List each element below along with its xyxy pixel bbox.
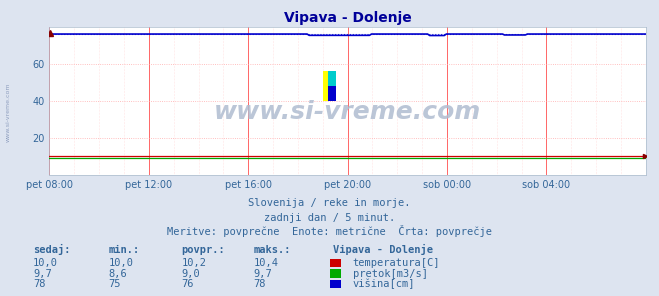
Text: 76: 76: [181, 279, 194, 289]
Text: pretok[m3/s]: pretok[m3/s]: [353, 269, 428, 279]
Text: 75: 75: [109, 279, 121, 289]
Text: www.si-vreme.com: www.si-vreme.com: [214, 100, 481, 125]
Text: 9,7: 9,7: [33, 269, 51, 279]
Text: Slovenija / reke in morje.: Slovenija / reke in morje.: [248, 198, 411, 208]
Title: Vipava - Dolenje: Vipava - Dolenje: [284, 12, 411, 25]
Text: maks.:: maks.:: [254, 245, 291, 255]
Text: Meritve: povprečne  Enote: metrične  Črta: povprečje: Meritve: povprečne Enote: metrične Črta:…: [167, 225, 492, 237]
FancyBboxPatch shape: [322, 71, 335, 101]
Text: 10,0: 10,0: [33, 258, 58, 268]
FancyBboxPatch shape: [328, 86, 335, 101]
Text: 78: 78: [33, 279, 45, 289]
Text: temperatura[C]: temperatura[C]: [353, 258, 440, 268]
Text: min.:: min.:: [109, 245, 140, 255]
Text: 9,7: 9,7: [254, 269, 272, 279]
Text: 10,2: 10,2: [181, 258, 206, 268]
Text: sedaj:: sedaj:: [33, 244, 71, 255]
Text: www.si-vreme.com: www.si-vreme.com: [5, 83, 11, 142]
Text: višina[cm]: višina[cm]: [353, 279, 415, 289]
Text: 10,4: 10,4: [254, 258, 279, 268]
Text: 78: 78: [254, 279, 266, 289]
Text: 8,6: 8,6: [109, 269, 127, 279]
Text: 10,0: 10,0: [109, 258, 134, 268]
FancyBboxPatch shape: [328, 71, 335, 101]
Text: Vipava - Dolenje: Vipava - Dolenje: [333, 244, 433, 255]
Text: 9,0: 9,0: [181, 269, 200, 279]
Text: zadnji dan / 5 minut.: zadnji dan / 5 minut.: [264, 213, 395, 223]
Text: povpr.:: povpr.:: [181, 245, 225, 255]
